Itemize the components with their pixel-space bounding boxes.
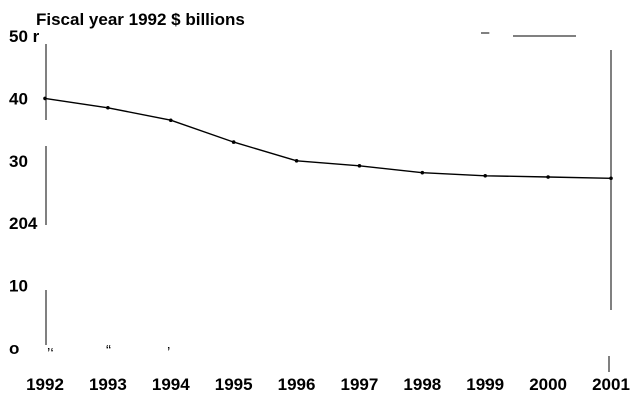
x-axis-ticks: 1992 1993 1994 1995 1996 1997 1998 1999 2000 2001 xyxy=(26,375,630,394)
y-tick-label: 30 xyxy=(9,152,28,171)
y-tick-label: 40 xyxy=(9,89,28,108)
y-tick-label: 10 xyxy=(9,277,28,296)
x-tick-label: 1994 xyxy=(152,375,190,394)
data-point xyxy=(483,174,487,178)
data-point xyxy=(106,106,110,110)
x-tick-label: 1999 xyxy=(466,375,504,394)
x-tick-label: 1995 xyxy=(215,375,253,394)
x-tick-label: 2001 xyxy=(592,375,630,394)
series-line xyxy=(45,98,611,178)
data-point xyxy=(546,175,550,179)
stray-mark-1992: ’‘ xyxy=(47,345,54,362)
x-tick-label: 1993 xyxy=(89,375,127,394)
y-tick-label: 50 r xyxy=(9,27,40,46)
x-tick-label: 2000 xyxy=(529,375,567,394)
data-point xyxy=(169,118,173,122)
stray-mark-1994: ’ xyxy=(167,344,170,361)
series-group xyxy=(43,97,613,180)
data-point xyxy=(421,171,425,175)
y-tick-label: 204 xyxy=(9,214,38,233)
y-tick-label: o xyxy=(9,339,19,358)
x-tick-label: 1992 xyxy=(26,375,64,394)
data-point xyxy=(358,164,362,168)
data-point xyxy=(295,159,299,163)
x-tick-label: 1997 xyxy=(341,375,379,394)
y-axis-ticks: o 10 204 30 40 50 r xyxy=(9,27,40,358)
x-tick-label: 1996 xyxy=(278,375,316,394)
chart-title: Fiscal year 1992 $ billions xyxy=(36,10,245,29)
stray-mark-1993: “ xyxy=(106,342,111,359)
legend-mark: – xyxy=(481,24,490,41)
data-point xyxy=(609,176,613,180)
data-point xyxy=(43,97,47,101)
x-tick-label: 1998 xyxy=(403,375,441,394)
data-point xyxy=(232,140,236,144)
